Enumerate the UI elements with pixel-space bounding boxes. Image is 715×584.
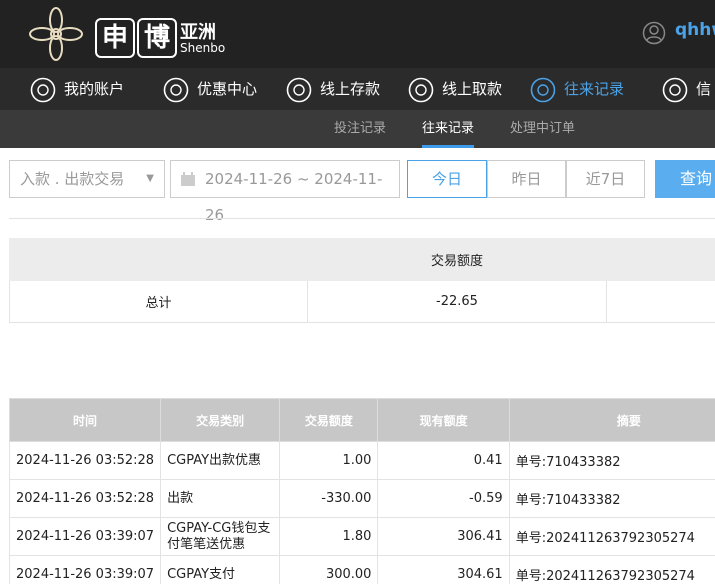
- type-select[interactable]: 入款 . 出款交易 ▼: [9, 160, 165, 198]
- nav-item[interactable]: 线上取款: [408, 68, 502, 110]
- nav-label: 往来记录: [564, 80, 625, 98]
- table-cell: 单号:202411263792305274: [508, 517, 715, 556]
- username[interactable]: qhhw: [675, 20, 715, 40]
- divider: [9, 218, 715, 219]
- nav-item[interactable]: 往来记录: [530, 68, 624, 110]
- record-table: 时间 交易类别 交易额度 现有额度 摘要 2024-11-26 03:52:28 CGPAY…: [8, 398, 715, 584]
- logo-icon: [29, 7, 83, 61]
- summary-label: 总计: [9, 280, 308, 323]
- summary-table: 交易额度 总计 -22.65: [9, 238, 715, 323]
- date-button[interactable]: 昨日: [487, 160, 566, 198]
- table-cell: 1.80: [279, 517, 379, 556]
- nav-icon: [163, 77, 189, 102]
- date-text: 2024-11-26 ~ 2024-11-26: [205, 170, 383, 224]
- date-input[interactable]: 2024-11-26 ~ 2024-11-26: [170, 160, 400, 224]
- summary-cell: [606, 238, 715, 281]
- logo-char: 申: [95, 18, 135, 58]
- table-cell: 单号:202411263792305274: [508, 555, 715, 584]
- nav-label: 信: [696, 80, 712, 98]
- select-arrow: ▼: [146, 173, 154, 184]
- nav-item[interactable]: 优惠中心: [163, 68, 257, 110]
- nav-icon: [662, 77, 688, 102]
- column-header: 时间: [8, 398, 162, 442]
- nav-item[interactable]: 信: [662, 68, 711, 110]
- nav-item[interactable]: 线上存款: [286, 68, 380, 110]
- column-header: 交易额度: [279, 398, 379, 442]
- table-cell: 单号:710433382: [508, 441, 715, 480]
- table-row: 2024-11-26 03:52:28 出款 -330.00 -0.59 单号:7104…: [8, 479, 715, 518]
- table-row: 2024-11-26 03:52:28 CGPAY出款优惠 1.00 0.41 单号:7…: [8, 441, 715, 480]
- summary-header: 交易额度: [307, 238, 607, 281]
- header: 申 博 亚洲 Shenbo qhhw: [0, 0, 715, 68]
- table-cell: 2024-11-26 03:52:28: [8, 441, 162, 480]
- date-button[interactable]: 近7日: [566, 160, 645, 198]
- table-cell: 306.41: [377, 517, 510, 556]
- sub-nav: 投注记录 往来记录 处理中订单: [0, 110, 715, 148]
- user-icon: [642, 21, 666, 45]
- table-cell: 304.61: [377, 555, 510, 584]
- table-cell: 2024-11-26 03:52:28: [8, 479, 162, 518]
- table-cell: 300.00: [279, 555, 379, 584]
- subnav-item[interactable]: 处理中订单: [510, 121, 576, 136]
- date-button[interactable]: 今日: [407, 160, 487, 198]
- table-row: 2024-11-26 03:39:07 CGPAY-CG钱包支付笔笔送优惠 1.80…: [8, 517, 715, 556]
- nav-icon: [408, 77, 434, 102]
- nav-icon: [530, 77, 556, 102]
- nav-icon: [30, 77, 56, 102]
- nav-label: 线上存款: [320, 80, 381, 98]
- logo-sub: 亚洲: [180, 22, 216, 43]
- table-cell: CGPAY-CG钱包支付笔笔送优惠: [160, 517, 281, 556]
- column-header: 现有额度: [377, 398, 510, 442]
- table-cell: 单号:710433382: [508, 479, 715, 518]
- search-button[interactable]: 查询: [655, 160, 715, 198]
- table-cell: 2024-11-26 03:39:07: [8, 517, 162, 556]
- table-cell: CGPAY出款优惠: [160, 441, 281, 480]
- logo-en: Shenbo: [180, 41, 226, 55]
- table-cell: -0.59: [377, 479, 510, 518]
- table-cell: 出款: [160, 479, 281, 518]
- column-header: 交易类别: [160, 398, 281, 442]
- header-row: 时间 交易类别 交易额度 现有额度 摘要: [8, 398, 715, 442]
- nav-bar: 我的账户 优惠中心 线上存款 线上取款 往来记录 信: [0, 68, 715, 110]
- logo-char: 博: [137, 18, 177, 58]
- table-cell: -330.00: [279, 479, 379, 518]
- subnav-item[interactable]: 往来记录: [422, 110, 475, 148]
- table-row: 2024-11-26 03:39:07 CGPAY支付 300.00 304.61 单号…: [8, 555, 715, 584]
- table-cell: CGPAY支付: [160, 555, 281, 584]
- table-cell: 1.00: [279, 441, 379, 480]
- column-header: 摘要: [508, 398, 715, 442]
- summary-cell: [9, 238, 308, 281]
- summary-cell: [606, 280, 715, 323]
- nav-label: 我的账户: [64, 80, 125, 98]
- summary-value: -22.65: [307, 280, 607, 323]
- calendar-icon: [181, 172, 195, 186]
- table-cell: 0.41: [377, 441, 510, 480]
- nav-icon: [286, 77, 312, 102]
- subnav-item[interactable]: 投注记录: [334, 121, 387, 136]
- table-cell: 2024-11-26 03:39:07: [8, 555, 162, 584]
- nav-item[interactable]: 我的账户: [30, 68, 124, 110]
- select-text: 入款 . 出款交易: [20, 170, 125, 188]
- nav-label: 优惠中心: [197, 80, 258, 98]
- nav-label: 线上取款: [442, 80, 503, 98]
